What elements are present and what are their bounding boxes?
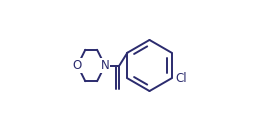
- Text: Cl: Cl: [175, 72, 187, 85]
- Text: O: O: [73, 59, 82, 72]
- Text: N: N: [100, 59, 109, 72]
